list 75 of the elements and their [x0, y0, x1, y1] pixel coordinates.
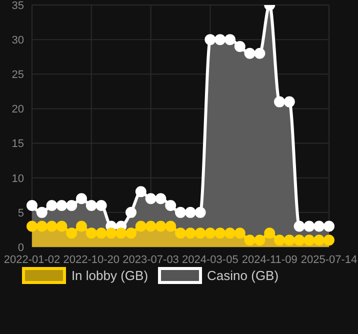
point	[254, 48, 266, 59]
point	[126, 206, 136, 218]
point	[314, 234, 325, 246]
point	[96, 228, 107, 239]
point	[46, 220, 58, 232]
x-tick-label: 2025-07-14	[300, 254, 358, 266]
point	[165, 200, 176, 212]
point	[324, 220, 334, 232]
point	[126, 228, 136, 239]
point	[116, 228, 127, 239]
point	[145, 220, 156, 232]
point	[264, 228, 276, 239]
point	[324, 234, 334, 246]
legend-label: In lobby (GB)	[71, 268, 148, 283]
x-tick-label: 2023-07-03	[122, 254, 179, 266]
point	[76, 220, 87, 232]
x-tick-label: 2022-10-20	[63, 254, 120, 266]
point	[184, 228, 196, 239]
point	[96, 200, 107, 212]
point	[165, 220, 176, 232]
point	[214, 228, 226, 239]
point	[36, 206, 48, 218]
point	[155, 193, 166, 204]
point	[194, 228, 206, 239]
point	[284, 234, 295, 246]
point	[204, 228, 216, 239]
point	[46, 200, 58, 212]
point	[204, 34, 216, 46]
y-tick-label: 35	[12, 0, 24, 12]
point	[224, 228, 236, 239]
point	[106, 228, 117, 239]
point	[76, 193, 87, 204]
point	[26, 220, 38, 232]
point	[66, 228, 78, 239]
point	[274, 234, 285, 246]
point	[56, 220, 68, 232]
point	[26, 200, 38, 212]
y-tick-label: 0	[18, 242, 24, 254]
legend-label: Casino (GB)	[207, 268, 279, 283]
y-tick-label: 15	[12, 138, 24, 150]
y-tick-label: 20	[12, 104, 24, 116]
point	[86, 200, 97, 212]
point	[304, 220, 315, 232]
point	[254, 234, 266, 246]
point	[145, 193, 156, 204]
point	[214, 34, 226, 46]
point	[36, 220, 48, 232]
point	[66, 200, 78, 212]
point	[244, 234, 256, 246]
x-tick-label: 2024-03-05	[182, 254, 238, 266]
point	[184, 206, 196, 218]
y-tick-label: 10	[12, 172, 24, 185]
point	[294, 220, 305, 232]
x-tick-label: 2024-11-09	[242, 254, 298, 266]
point	[234, 228, 246, 239]
point	[224, 34, 236, 46]
point	[274, 96, 285, 108]
point	[135, 186, 146, 198]
point	[304, 234, 315, 246]
point	[135, 220, 146, 232]
point	[234, 40, 246, 52]
point	[284, 96, 295, 108]
point	[314, 220, 325, 232]
point	[244, 48, 256, 59]
y-tick-label: 25	[12, 69, 24, 82]
point	[194, 206, 206, 218]
point	[294, 234, 305, 246]
point	[175, 206, 186, 218]
y-tick-label: 5	[18, 207, 24, 220]
y-tick-label: 30	[12, 34, 24, 46]
x-tick-label: 2022-01-02	[4, 254, 60, 266]
point	[175, 228, 186, 239]
point	[86, 228, 97, 239]
point	[155, 220, 166, 232]
point	[56, 200, 68, 212]
